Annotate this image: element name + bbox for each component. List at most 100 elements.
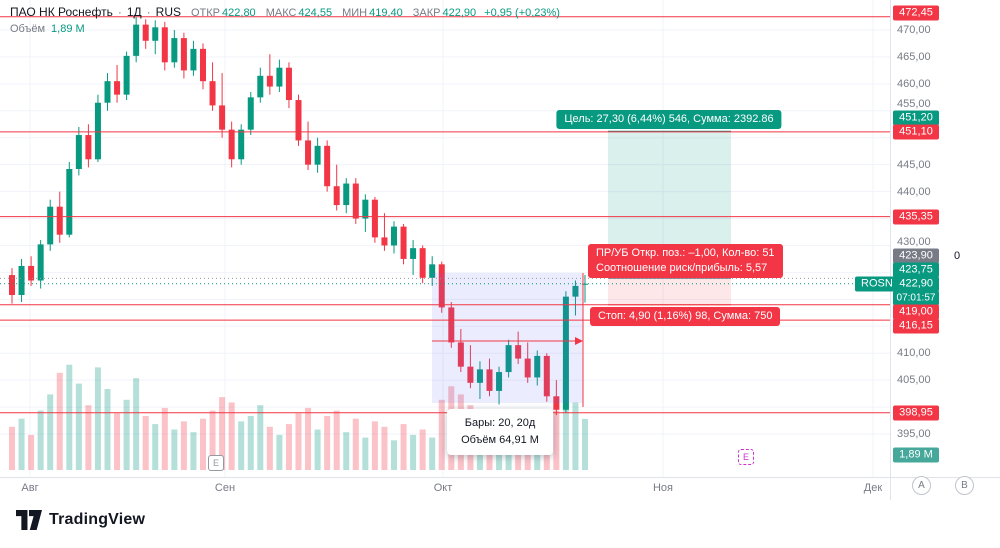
volume-bar — [171, 429, 178, 470]
target-price-badge[interactable]: 423,75 — [893, 262, 939, 278]
candle-body — [562, 296, 569, 410]
position-stop-label[interactable]: Стоп: 4,90 (1,16%) 98, Сумма: 750 — [590, 307, 781, 326]
volume-bar — [37, 410, 44, 470]
candle-body — [276, 67, 283, 87]
volume-bar — [438, 399, 445, 470]
price-scale[interactable]: 472,45 470,00 465,00 460,00 455,00 451,20 451,… — [855, 0, 1000, 477]
symbol-ticker: ROSN — [861, 277, 893, 290]
candle-body — [56, 206, 63, 235]
candle-body — [343, 183, 350, 206]
volume-bar — [190, 432, 197, 470]
candle-body — [28, 265, 35, 281]
volume-bar — [371, 421, 378, 470]
scale-corner — [890, 477, 1000, 500]
earnings-marker[interactable]: E — [208, 455, 224, 471]
alert-price-badge[interactable]: 435,35 — [893, 209, 939, 225]
price-axis-tick: 445,00 — [897, 159, 931, 171]
candle-body — [133, 24, 140, 56]
last-price-value: 422,90 — [899, 277, 933, 290]
volume-bar — [114, 413, 121, 470]
candle-body — [371, 199, 378, 238]
volume-bar — [276, 434, 283, 470]
alert-price-badge[interactable]: 472,45 — [893, 5, 939, 21]
candle-body — [9, 275, 15, 296]
candle-body — [85, 135, 92, 160]
candle-body — [171, 38, 178, 63]
candle-body — [75, 135, 82, 169]
volume-value: 1,89 М — [51, 23, 85, 35]
candle-body — [362, 199, 369, 219]
candle-body — [505, 345, 512, 373]
candle-body — [238, 129, 245, 160]
volume-bar — [219, 397, 226, 470]
entry-price-badge[interactable]: 423,90 — [893, 248, 939, 264]
alert-price-badge[interactable]: 398,95 — [893, 405, 939, 421]
time-axis[interactable]: Авг Сен Окт Ноя Дек — [0, 477, 890, 500]
candle-body — [419, 248, 426, 278]
tradingview-logo[interactable]: TradingView — [16, 510, 145, 530]
candle-body — [305, 140, 312, 165]
separator: · — [146, 5, 151, 19]
volume-bar — [410, 434, 417, 470]
position-loss-zone[interactable] — [608, 278, 731, 305]
exchange-label: RUS — [155, 5, 181, 19]
candle-body — [438, 264, 445, 308]
price-axis-tick: 430,00 — [897, 236, 931, 248]
earnings-marker[interactable]: E — [738, 449, 754, 465]
measure-range-box[interactable] — [432, 273, 583, 403]
price-axis-tick: 460,00 — [897, 78, 931, 90]
measure-tooltip: Бары: 20, 20д Объём 64,91 М — [447, 409, 553, 455]
candle-body — [467, 366, 474, 383]
corner-button-b[interactable]: B — [955, 476, 974, 495]
candle-body — [257, 75, 264, 98]
volume-bar — [285, 424, 292, 470]
price-axis-tick: 470,00 — [897, 24, 931, 36]
alert-price-badge[interactable]: 419,00 — [893, 304, 939, 320]
footer: TradingView — [0, 499, 1000, 548]
candle-body — [37, 244, 44, 281]
volume-bar — [18, 418, 25, 470]
measure-arrowhead — [575, 337, 583, 345]
volume-bar — [94, 367, 101, 470]
volume-bar — [257, 405, 264, 470]
candlestick-chart[interactable] — [0, 0, 890, 477]
volume-bar — [391, 440, 397, 470]
candle-body — [314, 145, 321, 165]
volume-bar — [343, 432, 350, 470]
measure-bars-text: Бары: 20, 20д — [464, 417, 536, 429]
last-price-badge[interactable]: ROSN 422,90 — [855, 276, 939, 292]
corner-button-a[interactable]: A — [912, 476, 931, 495]
price-axis-tick: 440,00 — [897, 186, 931, 198]
time-axis-month: Сен — [214, 482, 236, 494]
time-axis-month: Ноя — [652, 482, 674, 494]
tradingview-logo-text: TradingView — [49, 511, 146, 528]
candle-body — [247, 97, 254, 130]
symbol-info-bar[interactable]: ПАО НК Роснефть · 1Д · RUS ОТКР 422,80 МА… — [10, 5, 560, 19]
separator: · — [117, 5, 122, 19]
open-value: 422,80 — [222, 7, 256, 19]
volume-bar — [400, 424, 407, 470]
time-axis-month: Дек — [863, 482, 883, 494]
position-entry-label[interactable]: ПР/УБ Откр. поз.: –1,00, Кол-во: 51 Соот… — [588, 244, 783, 278]
alert-price-badge[interactable]: 451,10 — [893, 124, 939, 140]
volume-bar — [247, 416, 254, 470]
alert-price-badge[interactable]: 416,15 — [893, 318, 939, 334]
symbol-name[interactable]: ПАО НК Роснефть — [10, 5, 113, 19]
chart-area[interactable] — [0, 0, 890, 477]
volume-badge: 1,89 М — [893, 447, 939, 463]
candle-body — [228, 129, 235, 160]
price-axis-tick: 455,00 — [897, 98, 931, 110]
target-price-badge[interactable]: 451,20 — [893, 110, 939, 126]
measure-volume-text: Объём 64,91 М — [461, 434, 539, 446]
volume-bar — [352, 418, 359, 470]
position-entry-line1: ПР/УБ Откр. поз.: –1,00, Кол-во: 51 — [596, 247, 775, 259]
timeframe-label[interactable]: 1Д — [126, 5, 142, 19]
candle-body — [324, 145, 331, 187]
candle-body — [18, 265, 25, 296]
volume-bar — [161, 407, 168, 470]
candle-body — [486, 369, 493, 391]
candle-body — [142, 24, 149, 41]
candle-body — [476, 369, 483, 383]
position-target-label[interactable]: Цель: 27,30 (6,44%) 546, Сумма: 2392.86 — [556, 110, 782, 129]
